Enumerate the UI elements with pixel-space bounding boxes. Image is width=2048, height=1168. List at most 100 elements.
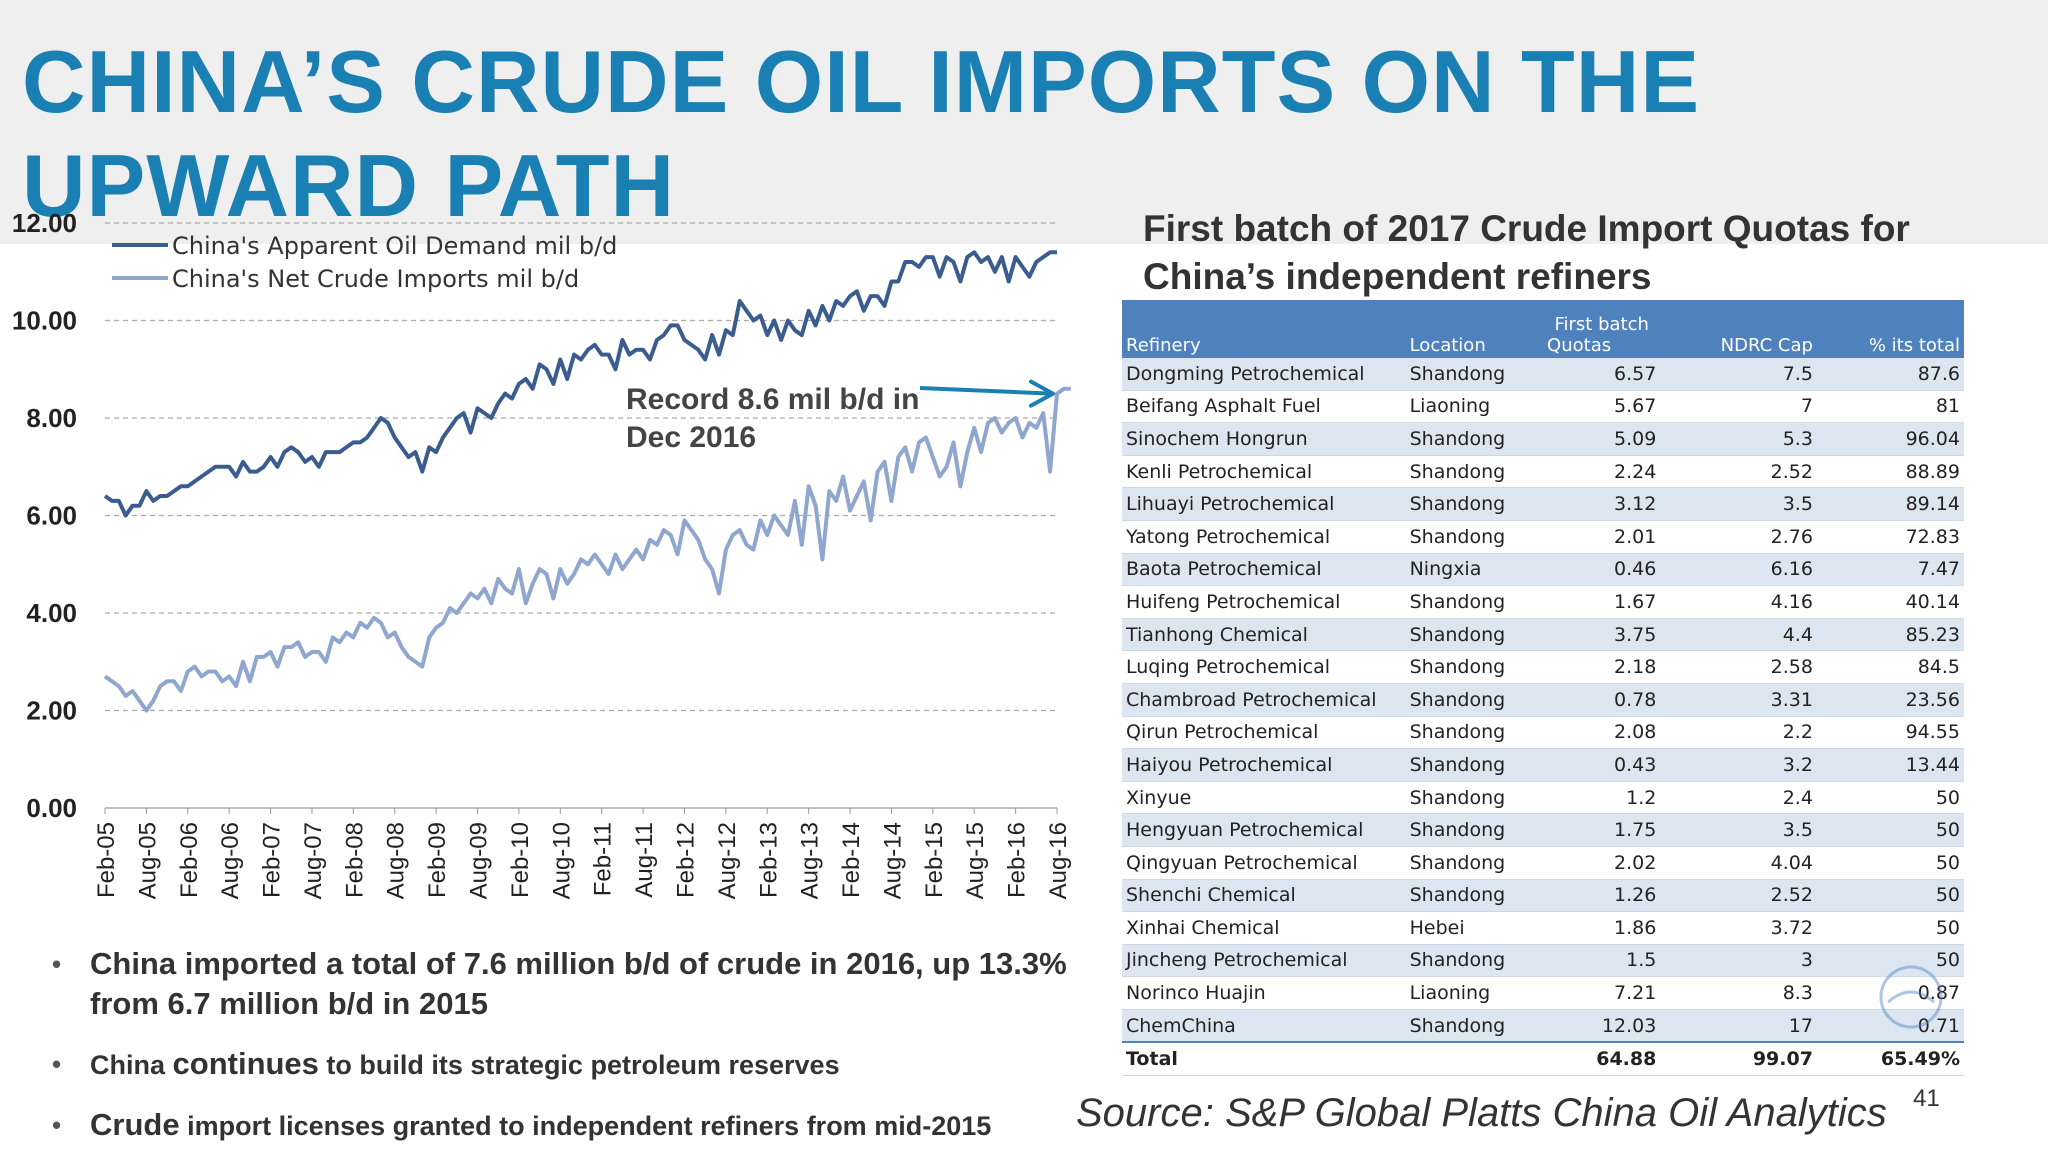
x-tick-label: Feb-11	[590, 822, 617, 896]
cell-ndrc-cap: 8.3	[1660, 976, 1817, 1010]
x-tick-label: Feb-16	[1004, 822, 1031, 898]
cell-location: Shandong	[1405, 455, 1544, 489]
cell-location: Shandong	[1405, 487, 1544, 521]
cell-refinery: Lihuayi Petrochemical	[1122, 487, 1406, 521]
table-row: Yatong Petrochemical Shandong 2.01 2.76 72.8…	[1122, 520, 1964, 554]
cell-refinery: Hengyuan Petrochemical	[1122, 813, 1406, 847]
cell-quota: 2.24	[1543, 455, 1661, 489]
bullet-text-rest: import licenses granted to independent r…	[179, 1111, 992, 1141]
bullet-dot: •	[52, 949, 62, 979]
cell-location: Shandong	[1405, 1009, 1544, 1043]
cell-refinery: Qingyuan Petrochemical	[1122, 846, 1406, 880]
arrow-shaft	[919, 386, 1052, 396]
cell-quota: 2.01	[1543, 520, 1661, 554]
bullet-text: China imported a total of 7.6 million b/…	[90, 946, 1067, 1021]
x-tick-label: Feb-15	[921, 822, 948, 898]
cell-quota: 2.08	[1543, 716, 1661, 750]
cell-quota: 2.02	[1543, 846, 1661, 880]
cell-quota: 3.12	[1543, 487, 1661, 521]
bullet-dot: •	[52, 1049, 62, 1079]
cell-percent: 0.87	[1816, 976, 1964, 1010]
cell-quota: 64.88	[1543, 1041, 1661, 1077]
table-header-row: Refinery Location First batch Quotas NDR…	[1122, 300, 1964, 358]
y-tick-label: 4.00	[26, 598, 77, 628]
cell-percent: 50	[1816, 911, 1964, 945]
cell-ndrc-cap: 2.52	[1660, 455, 1817, 489]
cell-percent: 40.14	[1816, 585, 1964, 619]
cell-quota: 1.2	[1543, 781, 1661, 815]
cell-refinery: Chambroad Petrochemical	[1122, 683, 1406, 717]
table-row: Tianhong Chemical Shandong 3.75 4.4 85.23	[1122, 618, 1964, 652]
cell-percent: 87.6	[1816, 358, 1964, 391]
cell-ndrc-cap: 3.72	[1660, 911, 1817, 945]
cell-location: Shandong	[1405, 748, 1544, 782]
x-tick-label: Aug-15	[962, 822, 989, 899]
cell-refinery: Sinochem Hongrun	[1122, 422, 1406, 456]
cell-ndrc-cap: 2.58	[1660, 650, 1817, 684]
cell-location: Liaoning	[1405, 390, 1544, 424]
x-tick-label: Feb-06	[176, 822, 203, 898]
y-tick-label: 0.00	[26, 793, 77, 823]
series-line-net-imports	[103, 386, 1071, 713]
cell-quota: 0.78	[1543, 683, 1661, 717]
cell-quota: 12.03	[1543, 1009, 1661, 1043]
cell-ndrc-cap: 4.04	[1660, 846, 1817, 880]
cell-refinery: Shenchi Chemical	[1122, 879, 1406, 913]
cell-refinery: Beifang Asphalt Fuel	[1122, 390, 1406, 424]
table-row: Kenli Petrochemical Shandong 2.24 2.52 88.89	[1122, 455, 1964, 489]
table-row: Luqing Petrochemical Shandong 2.18 2.58 84.5	[1122, 650, 1964, 684]
cell-ndrc-cap: 7.5	[1660, 358, 1817, 391]
cell-refinery: Qirun Petrochemical	[1122, 716, 1406, 750]
cell-quota: 1.86	[1543, 911, 1661, 945]
cell-quota: 1.75	[1543, 813, 1661, 847]
cell-location: Shandong	[1405, 520, 1544, 554]
bullet-text-emphasis: continues	[172, 1046, 319, 1081]
table-row: Xinyue Shandong 1.2 2.4 50	[1122, 781, 1964, 815]
quota-table-container: Refinery Location First batch Quotas NDR…	[1122, 300, 1964, 1077]
cell-refinery: Tianhong Chemical	[1122, 618, 1406, 652]
cell-refinery: Luqing Petrochemical	[1122, 650, 1406, 684]
cell-location: Shandong	[1405, 585, 1544, 619]
chart-legend: China's Apparent Oil Demand mil b/d China…	[112, 232, 617, 293]
cell-percent: 94.55	[1816, 716, 1964, 750]
cell-location: Shandong	[1405, 618, 1544, 652]
cell-percent: 23.56	[1816, 683, 1964, 717]
cell-location: Shandong	[1405, 846, 1544, 880]
bullet-text-emphasis: Crude	[90, 1107, 180, 1142]
cell-quota: 1.5	[1543, 944, 1661, 978]
cell-location	[1405, 1041, 1544, 1077]
cell-refinery: Xinyue	[1122, 781, 1406, 815]
cell-refinery: Xinhai Chemical	[1122, 911, 1406, 945]
series-line-apparent-demand	[103, 250, 1057, 518]
table-row: Shenchi Chemical Shandong 1.26 2.52 50	[1122, 879, 1964, 913]
cell-location: Shandong	[1405, 944, 1544, 978]
cell-location: Shandong	[1405, 879, 1544, 913]
x-tick-label: Aug-11	[631, 822, 658, 898]
cell-percent: 88.89	[1816, 455, 1964, 489]
x-tick-label: Feb-14	[838, 822, 865, 898]
x-tick-label: Aug-10	[548, 822, 575, 899]
cell-ndrc-cap: 3.31	[1660, 683, 1817, 717]
table-row: Haiyou Petrochemical Shandong 0.43 3.2 13.44	[1122, 748, 1964, 782]
bullet-item-licenses: • Crude import licenses granted to indep…	[48, 1107, 1078, 1144]
header-percent-total: % its total	[1868, 335, 1960, 356]
x-tick-label: Feb-13	[755, 822, 782, 898]
cell-percent: 50	[1816, 879, 1964, 913]
cell-ndrc-cap: 2.2	[1660, 716, 1817, 750]
table-row: ChemChina Shandong 12.03 17 0.71	[1122, 1009, 1964, 1043]
bullet-item-imports: • China imported a total of 7.6 million …	[48, 944, 1078, 1024]
table-row: Norinco Huajin Liaoning 7.21 8.3 0.87	[1122, 976, 1964, 1010]
cell-ndrc-cap: 3	[1660, 944, 1817, 978]
chart-series	[103, 250, 1071, 713]
cell-percent: 50	[1816, 781, 1964, 815]
source-note: Source: S&P Global Platts China Oil Anal…	[1076, 1091, 1887, 1135]
cell-location: Shandong	[1405, 716, 1544, 750]
cell-percent: 96.04	[1816, 422, 1964, 456]
cell-location: Shandong	[1405, 422, 1544, 456]
title-band	[0, 0, 2048, 244]
bullet-list: • China imported a total of 7.6 million …	[48, 944, 1078, 1168]
cell-percent: 50	[1816, 846, 1964, 880]
x-tick-label: Feb-05	[93, 822, 120, 898]
cell-location: Liaoning	[1405, 976, 1544, 1010]
cell-ndrc-cap: 3.5	[1660, 487, 1817, 521]
